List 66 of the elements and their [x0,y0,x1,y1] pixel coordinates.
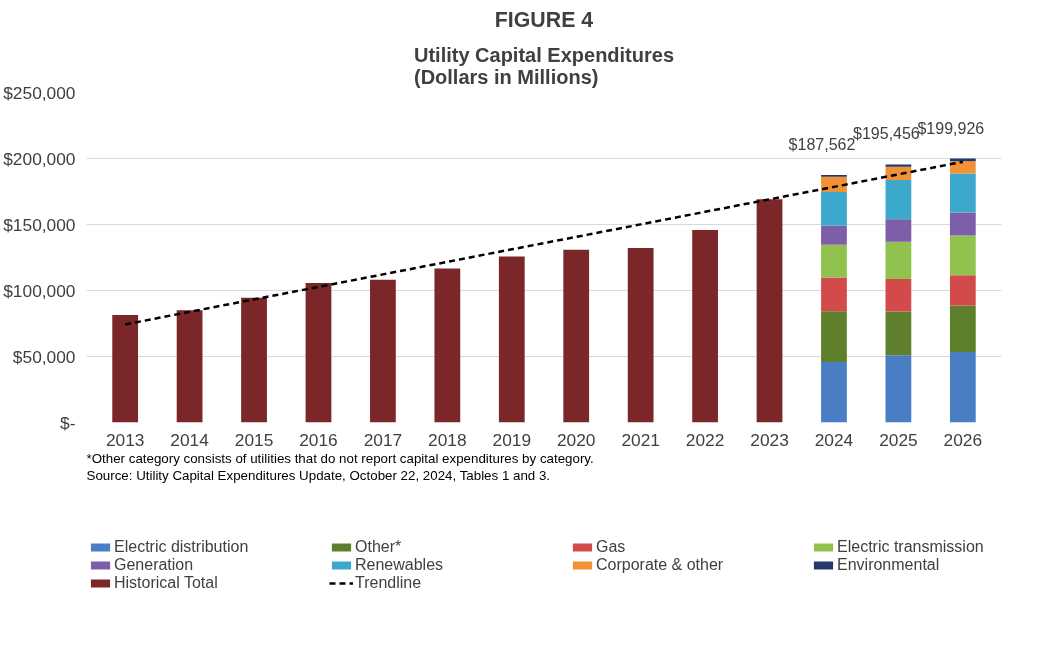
legend-label: Environmental [837,556,941,574]
legend-label: Other* [355,538,403,556]
bar [949,161,976,174]
legend-label: Historical Total [114,574,219,592]
bar [176,310,203,423]
x-tick-label: 2014 [170,429,210,450]
bar [885,219,912,242]
legend-label: Electric distribution [114,538,250,556]
bar [370,279,396,423]
bar [434,268,461,423]
legend-label: Electric transmission [837,538,985,556]
bar [885,180,912,220]
bar [885,311,912,356]
x-tick-label: 2017 [363,429,403,450]
bar [821,311,847,363]
x-tick-label: 2018 [428,429,467,450]
x-tick-label: 2020 [556,429,596,450]
y-tick-label: $- [60,412,76,433]
bar [627,248,654,423]
legend-label: Gas [596,538,627,556]
line-series [123,160,965,326]
bar [241,297,267,423]
bar [821,225,847,245]
text: *Other category consists of utilities that do not report capital expenditures by category. [86,450,594,466]
bar [756,199,783,423]
source-note: Source: Utility Capital Expenditures Update, October 22, 2024, Tables 1 and 3. [86,467,551,483]
bar [821,244,847,278]
x-tick-label: 2021 [621,429,660,450]
bar [885,355,912,423]
x-tick-label: 2023 [750,429,789,450]
x-tick-label: 2016 [299,429,338,450]
bar [949,305,976,353]
x-tick-label: 2019 [492,429,532,450]
y-tick-label: $200,000 [3,148,76,169]
chart-subtitle: Utility Capital Expenditures (Dollars in Millions) [413,43,675,88]
bar [885,278,912,312]
x-tick-label: 2013 [105,429,145,450]
bar [885,241,912,279]
bar [949,352,976,423]
bar [949,173,976,213]
x-tick-label: 2024 [814,429,854,450]
bar [112,314,139,423]
x-tick-label: 2015 [234,429,274,450]
legend-label: Trendline [355,574,423,592]
x-tick-label: 2022 [685,429,725,450]
y-tick-label: $50,000 [12,346,76,367]
legend-label: Renewables [355,556,445,574]
bar [949,212,976,236]
y-tick-label: $100,000 [3,280,76,301]
chart-title: FIGURE 4 [494,7,594,32]
bar [885,164,912,167]
bar [563,249,590,423]
bar [692,230,718,423]
bar [821,191,847,226]
y-tick-label: $250,000 [3,82,76,103]
bar [949,275,976,306]
bar [821,277,847,312]
x-tick-label: 2026 [943,429,983,450]
legend-label: Corporate & other [596,556,725,574]
bar [821,362,847,423]
y-tick-label: $150,000 [3,214,76,235]
legend-label: Generation [114,556,195,574]
bar [498,256,525,423]
bar [949,235,976,276]
x-tick-label: 2025 [879,429,918,450]
bar [305,282,332,423]
